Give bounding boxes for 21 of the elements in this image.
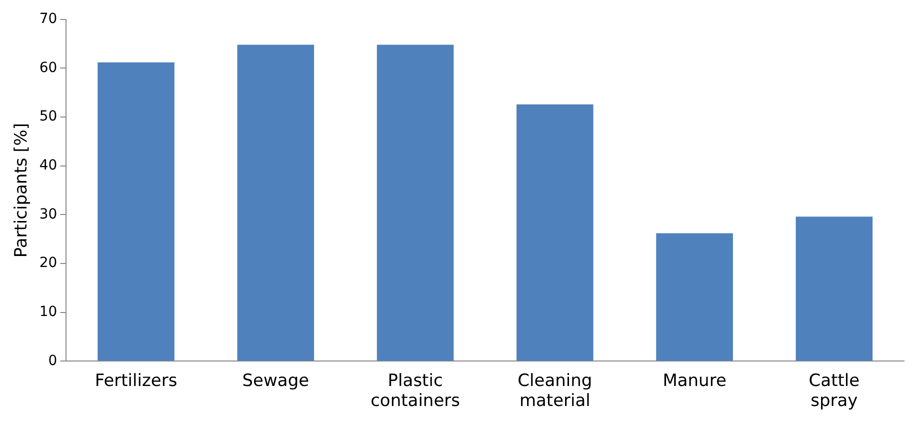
x-tick-label: Cattle spray bbox=[808, 370, 860, 412]
y-tick-label: 0 bbox=[48, 352, 58, 369]
x-tick-label: Fertilizers bbox=[94, 370, 178, 391]
bar bbox=[376, 44, 454, 361]
y-tick-label: 30 bbox=[39, 206, 58, 222]
bar bbox=[516, 104, 594, 361]
y-tick-label: 70 bbox=[39, 11, 58, 28]
y-tick-label: 40 bbox=[39, 158, 58, 174]
y-tick-label: 20 bbox=[39, 255, 58, 272]
x-tick-label: Sewage bbox=[242, 370, 310, 391]
y-tick-label: 50 bbox=[39, 108, 58, 125]
y-axis-title: Participants [%] bbox=[12, 122, 32, 258]
bar bbox=[656, 233, 733, 361]
y-tick-label: 60 bbox=[39, 60, 58, 76]
bar bbox=[98, 62, 174, 361]
bar bbox=[237, 44, 314, 361]
y-tick-label: 10 bbox=[39, 304, 58, 320]
x-tick-label: Cleaning material bbox=[518, 370, 592, 412]
x-tick-label: Manure bbox=[662, 370, 726, 391]
x-tick-label: Plastic containers bbox=[370, 370, 460, 412]
bar bbox=[796, 216, 873, 361]
